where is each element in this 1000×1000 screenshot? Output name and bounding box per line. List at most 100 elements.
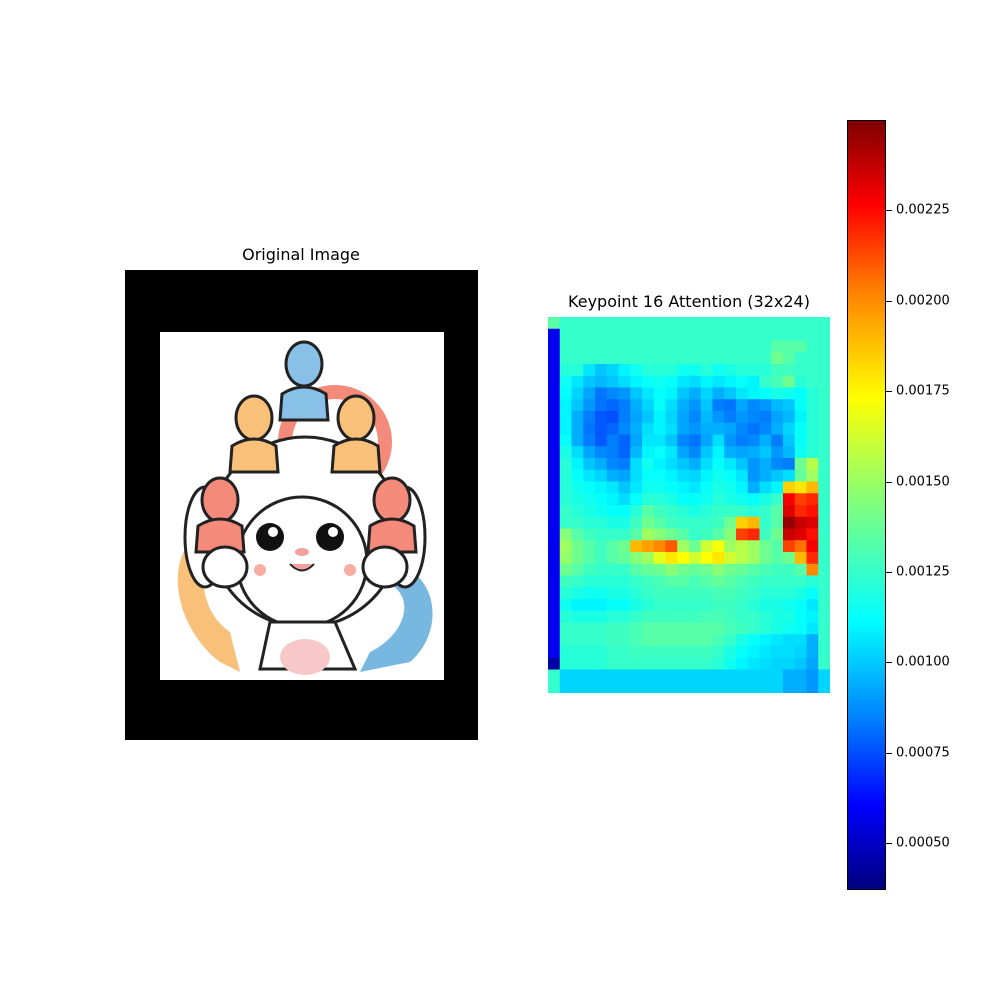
heatmap-cell [689, 646, 702, 659]
heatmap-cell [665, 552, 678, 565]
heatmap-cell [583, 669, 596, 682]
heatmap-cell [806, 622, 819, 635]
heatmap-cell [548, 599, 561, 612]
figure-red-left [194, 476, 246, 554]
heatmap-cell [700, 411, 713, 424]
heatmap-cell [818, 505, 830, 518]
heatmap-cell [818, 681, 830, 693]
heatmap-cell [747, 552, 760, 565]
heatmap-cell [736, 505, 749, 518]
heatmap-cell [665, 352, 678, 365]
heatmap-cell [559, 375, 572, 388]
heatmap-cell [653, 599, 666, 612]
heatmap-cell [806, 634, 819, 647]
heatmap-cell [771, 446, 784, 459]
heatmap-cell [630, 505, 643, 518]
heatmap-cell [595, 340, 608, 353]
colorbar-tick [886, 843, 892, 844]
heatmap-cell [606, 610, 619, 623]
heatmap-cell [724, 481, 737, 494]
heatmap-cell [783, 622, 796, 635]
heatmap-cell [571, 646, 584, 659]
original-image-illustration [160, 332, 444, 680]
heatmap-cell [665, 563, 678, 576]
heatmap-cell [771, 552, 784, 565]
colorbar-tick-label: 0.00050 [896, 835, 950, 851]
heatmap-cell [642, 552, 655, 565]
heatmap-cell [665, 340, 678, 353]
heatmap-cell [759, 669, 772, 682]
heatmap-cell [606, 681, 619, 693]
heatmap-cell [747, 328, 760, 341]
heatmap-cell [642, 493, 655, 506]
heatmap-cell [559, 657, 572, 670]
heatmap-cell [794, 340, 807, 353]
heatmap-cell [736, 599, 749, 612]
heatmap-cell [630, 469, 643, 482]
heatmap-cell [559, 528, 572, 541]
heatmap-cell [783, 552, 796, 565]
heatmap-cell [665, 317, 678, 330]
heatmap-cell [618, 552, 631, 565]
heatmap-cell [548, 469, 561, 482]
heatmap-cell [783, 528, 796, 541]
heatmap-cell [747, 434, 760, 447]
heatmap-cell [724, 634, 737, 647]
heatmap-cell [630, 411, 643, 424]
colorbar [847, 120, 886, 890]
heatmap-cell [548, 481, 561, 494]
heatmap-cell [794, 411, 807, 424]
heatmap-cell [606, 352, 619, 365]
heatmap-cell [806, 493, 819, 506]
heatmap-cell [548, 434, 561, 447]
heatmap-cell [583, 657, 596, 670]
heatmap-cell [677, 634, 690, 647]
heatmap-cell [818, 364, 830, 377]
colorbar-tick [886, 300, 892, 302]
heatmap-cell [794, 657, 807, 670]
heatmap-cell [736, 622, 749, 635]
heatmap-cell [736, 681, 749, 693]
heatmap-cell [583, 575, 596, 588]
heatmap-cell [747, 681, 760, 693]
heatmap-cell [559, 352, 572, 365]
heatmap-cell [747, 352, 760, 365]
heatmap-cell [724, 657, 737, 670]
heatmap-cell [559, 469, 572, 482]
heatmap-cell [595, 575, 608, 588]
heatmap-cell [653, 458, 666, 471]
heatmap-cell [724, 422, 737, 435]
heatmap-cell [806, 399, 819, 412]
heatmap-cell [700, 681, 713, 693]
heatmap-cell [595, 505, 608, 518]
heatmap-cell [724, 552, 737, 565]
heatmap-cell [665, 458, 678, 471]
heatmap-cell [571, 587, 584, 600]
heatmap-cell [583, 516, 596, 529]
heatmap-cell [677, 422, 690, 435]
heatmap-cell [559, 458, 572, 471]
heatmap-cell [818, 657, 830, 670]
heatmap-cell [595, 646, 608, 659]
heatmap-cell [771, 646, 784, 659]
heatmap-title: Keypoint 16 Attention (32x24) [568, 292, 810, 311]
heatmap-cell [548, 328, 561, 341]
heatmap-cell [595, 587, 608, 600]
heatmap-cell [630, 563, 643, 576]
heatmap-cell [783, 328, 796, 341]
colorbar-tick-label: 0.00100 [896, 654, 950, 670]
heatmap-cell [806, 505, 819, 518]
heatmap-cell [548, 540, 561, 553]
heatmap-cell [665, 411, 678, 424]
heatmap-cell [818, 481, 830, 494]
heatmap-cell [559, 422, 572, 435]
heatmap-cell [783, 387, 796, 400]
heatmap-cell [630, 375, 643, 388]
heatmap-cell [595, 328, 608, 341]
heatmap-cell [771, 340, 784, 353]
heatmap-cell [653, 434, 666, 447]
heatmap-cell [606, 364, 619, 377]
heatmap-cell [794, 516, 807, 529]
heatmap-cell [653, 575, 666, 588]
heatmap-cell [771, 328, 784, 341]
